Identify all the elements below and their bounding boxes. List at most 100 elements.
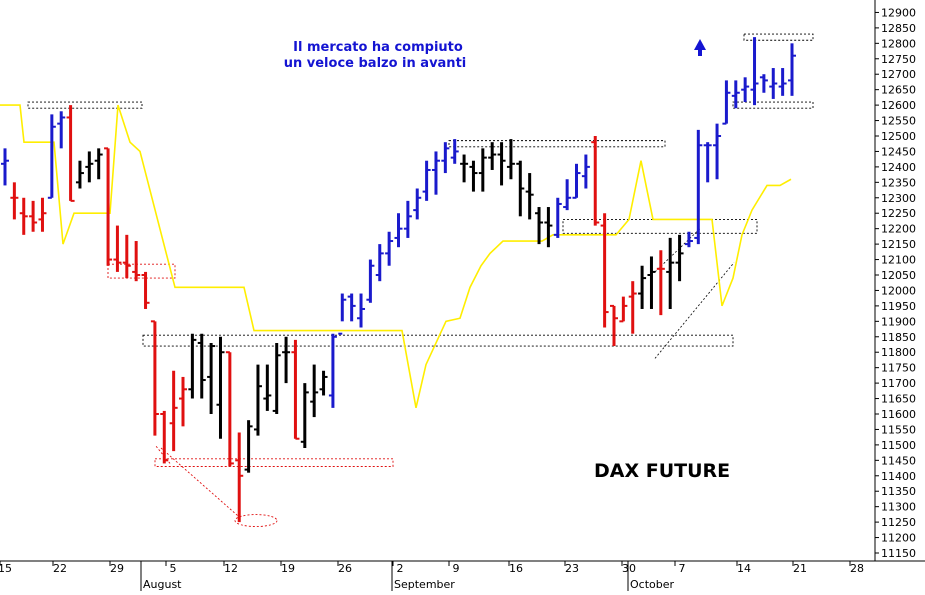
- chart-title: DAX FUTURE: [594, 460, 730, 482]
- price-bar: [291, 339, 300, 440]
- y-tick-label: 12050: [881, 269, 916, 282]
- month-label: October: [630, 578, 674, 591]
- y-tick-label: 11750: [881, 362, 916, 375]
- price-bar: [10, 182, 19, 220]
- price-bar: [375, 244, 384, 282]
- price-bar: [197, 333, 206, 399]
- y-tick-label: 12650: [881, 84, 916, 97]
- price-bar: [731, 80, 740, 109]
- price-bar: [385, 231, 394, 266]
- x-tick-label: 30: [622, 562, 636, 575]
- price-bar: [338, 293, 347, 335]
- y-tick-label: 11700: [881, 377, 916, 390]
- price-bar: [591, 136, 600, 226]
- price-bar: [450, 139, 459, 164]
- y-tick-label: 12350: [881, 176, 916, 189]
- y-tick-label: 11150: [881, 547, 916, 560]
- price-bar: [85, 151, 94, 183]
- price-bar: [328, 333, 337, 408]
- price-bar: [422, 160, 431, 201]
- dashed-zone: [107, 263, 176, 279]
- price-bar: [235, 432, 244, 523]
- y-tick-label: 11400: [881, 470, 916, 483]
- price-bar: [469, 160, 478, 192]
- price-bar: [394, 213, 403, 248]
- price-bar: [535, 207, 544, 245]
- y-tick-label: 12300: [881, 192, 916, 205]
- price-bar: [319, 370, 328, 396]
- price-bar: [1, 148, 9, 186]
- month-label: September: [394, 578, 455, 591]
- y-tick-label: 12800: [881, 37, 916, 50]
- price-bar: [225, 351, 234, 467]
- price-bar: [684, 231, 693, 248]
- price-bar: [253, 364, 262, 436]
- x-tick-label: 23: [565, 562, 579, 575]
- price-bar: [722, 80, 731, 125]
- price-bar: [703, 142, 712, 183]
- x-tick-label: 15: [0, 562, 12, 575]
- price-bar: [553, 197, 562, 238]
- price-bar: [769, 68, 778, 99]
- price-bar: [169, 370, 178, 452]
- annotation-line-1: Il mercato ha compiuto: [293, 40, 463, 55]
- x-tick-label: 28: [850, 562, 864, 575]
- price-bar: [216, 336, 225, 439]
- price-bar: [694, 129, 703, 245]
- x-tick-label: 7: [679, 562, 686, 575]
- price-bar: [347, 293, 356, 322]
- price-bar: [403, 200, 412, 238]
- price-bar: [150, 320, 159, 436]
- price-bar: [741, 77, 750, 103]
- price-bar: [413, 188, 422, 220]
- price-bar: [188, 333, 197, 399]
- y-tick-label: 12850: [881, 22, 916, 35]
- price-bar: [244, 420, 253, 473]
- y-tick-label: 11200: [881, 532, 916, 545]
- dashed-zone: [27, 101, 143, 109]
- price-bar: [609, 304, 618, 347]
- price-bar: [675, 234, 684, 282]
- price-bar: [310, 364, 319, 418]
- price-bar: [488, 142, 497, 170]
- price-bar: [713, 123, 722, 180]
- price-bar: [441, 142, 450, 174]
- price-bar: [638, 265, 647, 309]
- x-tick-label: 19: [281, 562, 295, 575]
- price-bar: [94, 148, 103, 180]
- y-tick-label: 11900: [881, 315, 916, 328]
- y-tick-label: 12500: [881, 130, 916, 143]
- x-tick-label: 16: [509, 562, 523, 575]
- price-bar: [366, 259, 375, 303]
- y-tick-label: 12450: [881, 145, 916, 158]
- x-tick-label: 9: [453, 562, 460, 575]
- y-tick-label: 11300: [881, 501, 916, 514]
- price-bar: [104, 147, 113, 266]
- y-tick-label: 12700: [881, 68, 916, 81]
- price-bar: [357, 293, 366, 328]
- y-tick-label: 11600: [881, 408, 916, 421]
- x-tick-label: 14: [737, 562, 751, 575]
- y-tick-label: 12250: [881, 207, 916, 220]
- y-tick-label: 12400: [881, 161, 916, 174]
- dashed-zone: [154, 458, 394, 467]
- price-bar: [600, 213, 609, 328]
- y-tick-label: 12000: [881, 284, 916, 297]
- moving-average-layer: [0, 104, 792, 409]
- price-bar: [29, 200, 38, 232]
- price-bar: [113, 225, 122, 272]
- channel-line: [654, 262, 735, 359]
- x-tick-label: 26: [338, 562, 352, 575]
- price-bar: [66, 105, 75, 202]
- price-bar: [478, 148, 487, 192]
- annotation-line-2: un veloce balzo in avanti: [284, 56, 467, 71]
- y-tick-label: 11450: [881, 454, 916, 467]
- price-bar: [300, 383, 309, 448]
- connector-line: [160, 447, 239, 517]
- x-tick-label: 21: [793, 562, 807, 575]
- price-bar: [19, 197, 28, 235]
- price-bar: [544, 207, 553, 248]
